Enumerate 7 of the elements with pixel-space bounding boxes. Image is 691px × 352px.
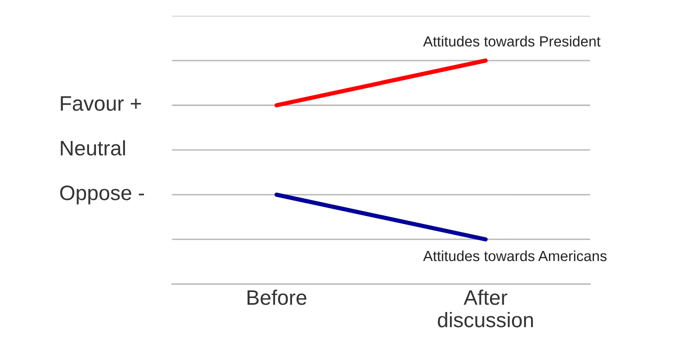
x-tick-label: Before xyxy=(248,290,306,305)
x-tick-label: After discussion xyxy=(438,290,533,328)
series-label: Attitudes towards Americans xyxy=(423,250,607,262)
ref-line-label: Oppose - xyxy=(60,185,144,204)
series-label: Attitudes towards President xyxy=(423,36,601,47)
ref-line-label: Favour + xyxy=(60,96,141,111)
ref-line-label: Neutral xyxy=(60,140,125,156)
